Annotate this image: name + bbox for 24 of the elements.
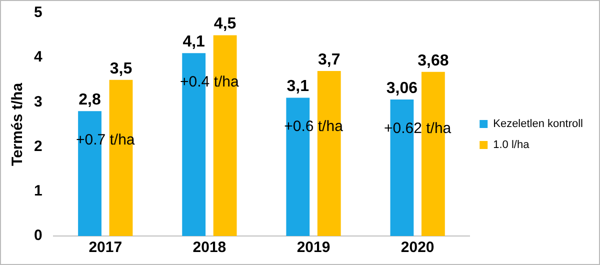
y-axis-title: Termés t/ha — [9, 82, 26, 166]
data-label: 3,1 — [286, 78, 310, 96]
x-tick-label: 2017 — [88, 239, 122, 256]
data-label: 4,5 — [214, 16, 236, 33]
y-tick-label: 4 — [34, 48, 43, 66]
data-label: 3,7 — [318, 51, 340, 68]
x-tick-label: 2018 — [192, 239, 226, 256]
legend-label: Kezeletlen kontroll — [493, 118, 584, 130]
data-label: 3,68 — [418, 52, 449, 70]
bar — [213, 35, 237, 236]
bar — [109, 80, 133, 236]
data-label: 4,1 — [182, 34, 206, 51]
y-tick-label: 5 — [34, 4, 42, 22]
data-label: 2,8 — [78, 92, 101, 109]
data-label: 3,5 — [110, 60, 132, 78]
y-tick-label: 2 — [34, 138, 42, 155]
y-tick-label: 3 — [34, 93, 42, 110]
x-tick-label: 2019 — [296, 239, 330, 256]
legend-label: 1.0 l/ha — [493, 139, 530, 152]
x-tick-label: 2020 — [400, 239, 434, 256]
y-tick-label: 1 — [34, 182, 42, 200]
y-tick-label: 0 — [34, 227, 42, 244]
data-label: 3,06 — [386, 80, 418, 97]
bar — [317, 70, 341, 236]
